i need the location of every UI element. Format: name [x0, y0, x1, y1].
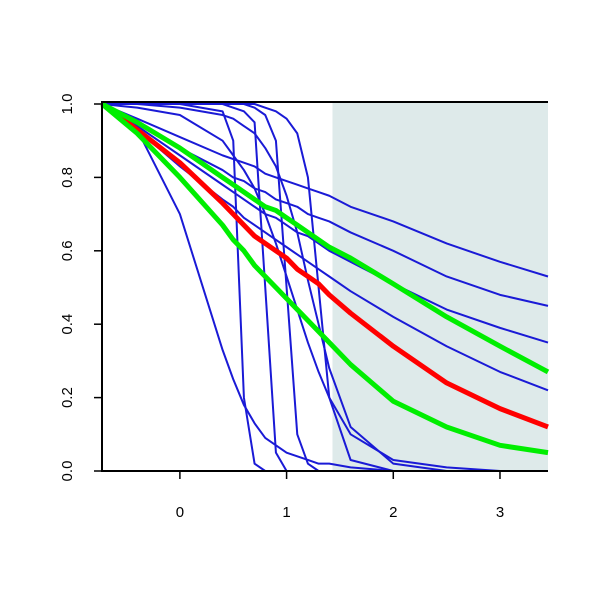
axis-frame: [101, 101, 548, 472]
x-tick-label: 0: [176, 504, 184, 521]
y-tick-label: 0.6: [59, 240, 76, 261]
curve: [101, 103, 549, 278]
x-tick-label: 1: [282, 504, 290, 521]
y-tick-label: 1.0: [59, 94, 76, 115]
curve: [101, 103, 549, 307]
y-tick-label: 0.4: [59, 314, 76, 335]
highlight-region: [332, 102, 548, 471]
curve: [101, 103, 548, 472]
curve: [102, 103, 548, 472]
curve: [101, 103, 549, 392]
curve: [100, 101, 550, 375]
y-tick-label: 0.8: [59, 167, 76, 188]
y-tick-label: 0.0: [59, 461, 76, 482]
curve: [100, 101, 549, 430]
curve: [100, 102, 549, 456]
x-tick-label: 3: [496, 504, 504, 521]
x-tick-label: 2: [389, 504, 397, 521]
y-tick-label: 0.2: [59, 387, 76, 408]
